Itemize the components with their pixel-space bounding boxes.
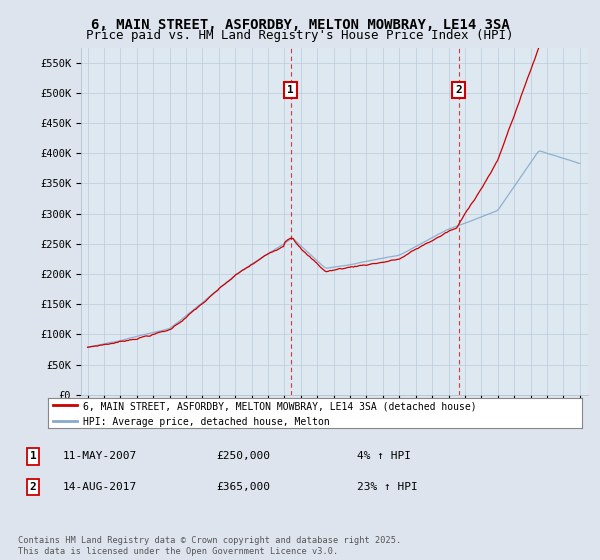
Text: 4% ↑ HPI: 4% ↑ HPI <box>357 451 411 461</box>
Text: Price paid vs. HM Land Registry's House Price Index (HPI): Price paid vs. HM Land Registry's House … <box>86 29 514 42</box>
Text: 23% ↑ HPI: 23% ↑ HPI <box>357 482 418 492</box>
Text: 1: 1 <box>287 85 294 95</box>
Text: 6, MAIN STREET, ASFORDBY, MELTON MOWBRAY, LE14 3SA: 6, MAIN STREET, ASFORDBY, MELTON MOWBRAY… <box>91 18 509 32</box>
Text: 1: 1 <box>29 451 37 461</box>
Text: 2: 2 <box>29 482 37 492</box>
Text: HPI: Average price, detached house, Melton: HPI: Average price, detached house, Melt… <box>83 417 329 427</box>
Text: 14-AUG-2017: 14-AUG-2017 <box>63 482 137 492</box>
Text: £250,000: £250,000 <box>216 451 270 461</box>
Text: 11-MAY-2007: 11-MAY-2007 <box>63 451 137 461</box>
Text: 6, MAIN STREET, ASFORDBY, MELTON MOWBRAY, LE14 3SA (detached house): 6, MAIN STREET, ASFORDBY, MELTON MOWBRAY… <box>83 401 476 411</box>
Text: 2: 2 <box>455 85 462 95</box>
Text: £365,000: £365,000 <box>216 482 270 492</box>
Text: Contains HM Land Registry data © Crown copyright and database right 2025.
This d: Contains HM Land Registry data © Crown c… <box>18 536 401 556</box>
